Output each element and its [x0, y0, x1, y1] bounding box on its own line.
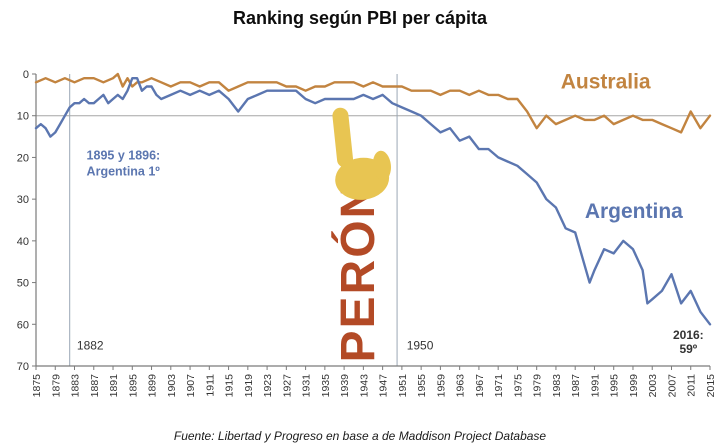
- x-tick-label: 1955: [416, 374, 428, 398]
- x-tick-label: 1999: [628, 374, 640, 398]
- x-tick-label: 1899: [147, 374, 159, 398]
- x-tick-label: 1927: [281, 374, 293, 398]
- x-tick-label: 1919: [243, 374, 255, 398]
- y-tick-label: 40: [17, 236, 29, 248]
- label-argentina: Argentina: [585, 200, 683, 223]
- y-tick-label: 30: [17, 194, 29, 206]
- peron-text: PERÓN: [330, 182, 385, 363]
- x-tick-label: 1911: [204, 374, 216, 397]
- y-tick-label: 70: [17, 361, 29, 373]
- series-argentina-line: [34, 76, 712, 326]
- x-tick-label: 1939: [339, 374, 351, 398]
- series-australia-line: [34, 72, 712, 134]
- x-tick-label: 1987: [570, 374, 582, 398]
- label-1950: 1950: [407, 338, 434, 352]
- x-tick-label: 1923: [262, 374, 274, 398]
- x-tick-label: 1983: [551, 374, 563, 398]
- note-2016: 2016: 59º: [673, 328, 704, 356]
- x-tick-label: 1991: [589, 374, 601, 398]
- x-tick-label: 1971: [493, 374, 505, 398]
- y-tick-label: 50: [17, 278, 29, 290]
- label-australia: Australia: [561, 71, 651, 94]
- x-tick-label: 1903: [166, 374, 178, 398]
- x-tick-label: 2007: [666, 374, 678, 398]
- label-1882: 1882: [77, 338, 104, 352]
- chart-title: Ranking según PBI per cápita: [232, 8, 488, 28]
- x-tick-label: 2015: [705, 374, 717, 398]
- x-tick-label: 1951: [397, 374, 409, 398]
- y-tick-label: 10: [17, 111, 29, 123]
- x-tick-label: 1967: [474, 374, 486, 398]
- x-tick-label: 1875: [31, 374, 43, 398]
- x-tick-label: 1891: [108, 374, 120, 398]
- x-tick-label: 1995: [609, 374, 621, 398]
- x-tick-label: 1943: [358, 374, 370, 398]
- x-tick-label: 2011: [686, 374, 698, 397]
- x-tick-label: 1883: [70, 374, 82, 398]
- y-tick-label: 0: [23, 69, 29, 81]
- x-tick-label: 1879: [50, 374, 62, 398]
- x-tick-label: 1963: [455, 374, 467, 398]
- x-tick-label: 1887: [89, 374, 101, 398]
- x-tick-label: 1959: [435, 374, 447, 398]
- x-tick-label: 1935: [320, 374, 332, 398]
- note-1895-1896: 1895 y 1896: Argentina 1º: [87, 149, 161, 179]
- x-tick-label: 1895: [127, 374, 139, 398]
- x-tick-label: 1915: [224, 374, 236, 398]
- hand-up-icon: [332, 107, 391, 200]
- x-tick-label: 1975: [512, 374, 524, 398]
- y-tick-label: 20: [17, 152, 29, 164]
- x-tick-label: 1947: [378, 374, 390, 398]
- x-tick-label: 1907: [185, 374, 197, 398]
- x-tick-label: 2003: [647, 374, 659, 398]
- x-tick-label: 1979: [532, 374, 544, 398]
- y-tick-label: 60: [17, 319, 29, 331]
- source-footer: Fuente: Libertad y Progreso en base a de…: [173, 429, 547, 443]
- x-tick-label: 1931: [301, 374, 313, 398]
